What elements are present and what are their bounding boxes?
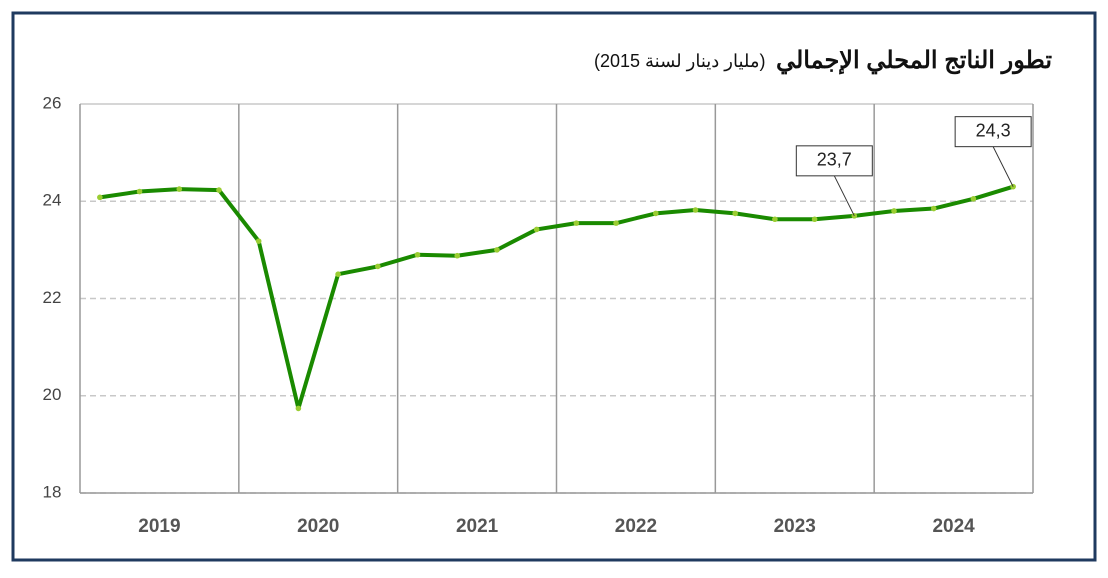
point bbox=[573, 220, 580, 226]
x-group-label: 2023 bbox=[774, 516, 816, 537]
y-tick-label: 24 bbox=[43, 191, 62, 210]
title-line: تطور الناتج المحلي الإجمالي (مليار دينار… bbox=[594, 47, 1052, 75]
y-tick-label: 20 bbox=[43, 385, 62, 404]
x-group-label: 2024 bbox=[932, 516, 975, 537]
point bbox=[811, 216, 818, 223]
point bbox=[176, 186, 183, 192]
point bbox=[255, 238, 262, 244]
callout-box bbox=[954, 116, 1032, 148]
point bbox=[375, 263, 381, 270]
y-tick-label: 26 bbox=[43, 93, 62, 112]
x-group-label: 2020 bbox=[297, 516, 339, 537]
point bbox=[414, 251, 421, 258]
series-line bbox=[99, 184, 1014, 411]
point bbox=[652, 210, 659, 217]
callout-box bbox=[795, 145, 873, 177]
point bbox=[772, 216, 778, 223]
x-group-label: 2019 bbox=[138, 516, 180, 537]
point bbox=[970, 196, 977, 202]
point bbox=[494, 247, 500, 253]
point bbox=[732, 210, 738, 217]
point bbox=[454, 252, 461, 259]
y-tick-label: 22 bbox=[43, 288, 62, 307]
point bbox=[613, 220, 619, 226]
point bbox=[692, 207, 699, 213]
chart-subtitle: (مليار دينار لسنة 2015) bbox=[594, 51, 766, 72]
chart-title: تطور الناتج المحلي الإجمالي bbox=[776, 47, 1052, 75]
point bbox=[136, 188, 143, 195]
x-group-label: 2021 bbox=[456, 516, 499, 537]
point bbox=[216, 187, 222, 193]
y-tick-label: 18 bbox=[43, 482, 62, 501]
data-label: 24,3 bbox=[976, 120, 1011, 140]
point bbox=[335, 271, 341, 277]
point bbox=[97, 194, 103, 201]
x-group-label: 2022 bbox=[615, 516, 657, 537]
point bbox=[533, 226, 540, 233]
point bbox=[295, 405, 302, 412]
callout-leader bbox=[992, 146, 1014, 187]
point bbox=[891, 208, 897, 214]
frame bbox=[11, 11, 1097, 562]
point bbox=[930, 205, 937, 212]
callout-leader bbox=[833, 175, 855, 217]
data-label: 23,7 bbox=[817, 150, 852, 170]
